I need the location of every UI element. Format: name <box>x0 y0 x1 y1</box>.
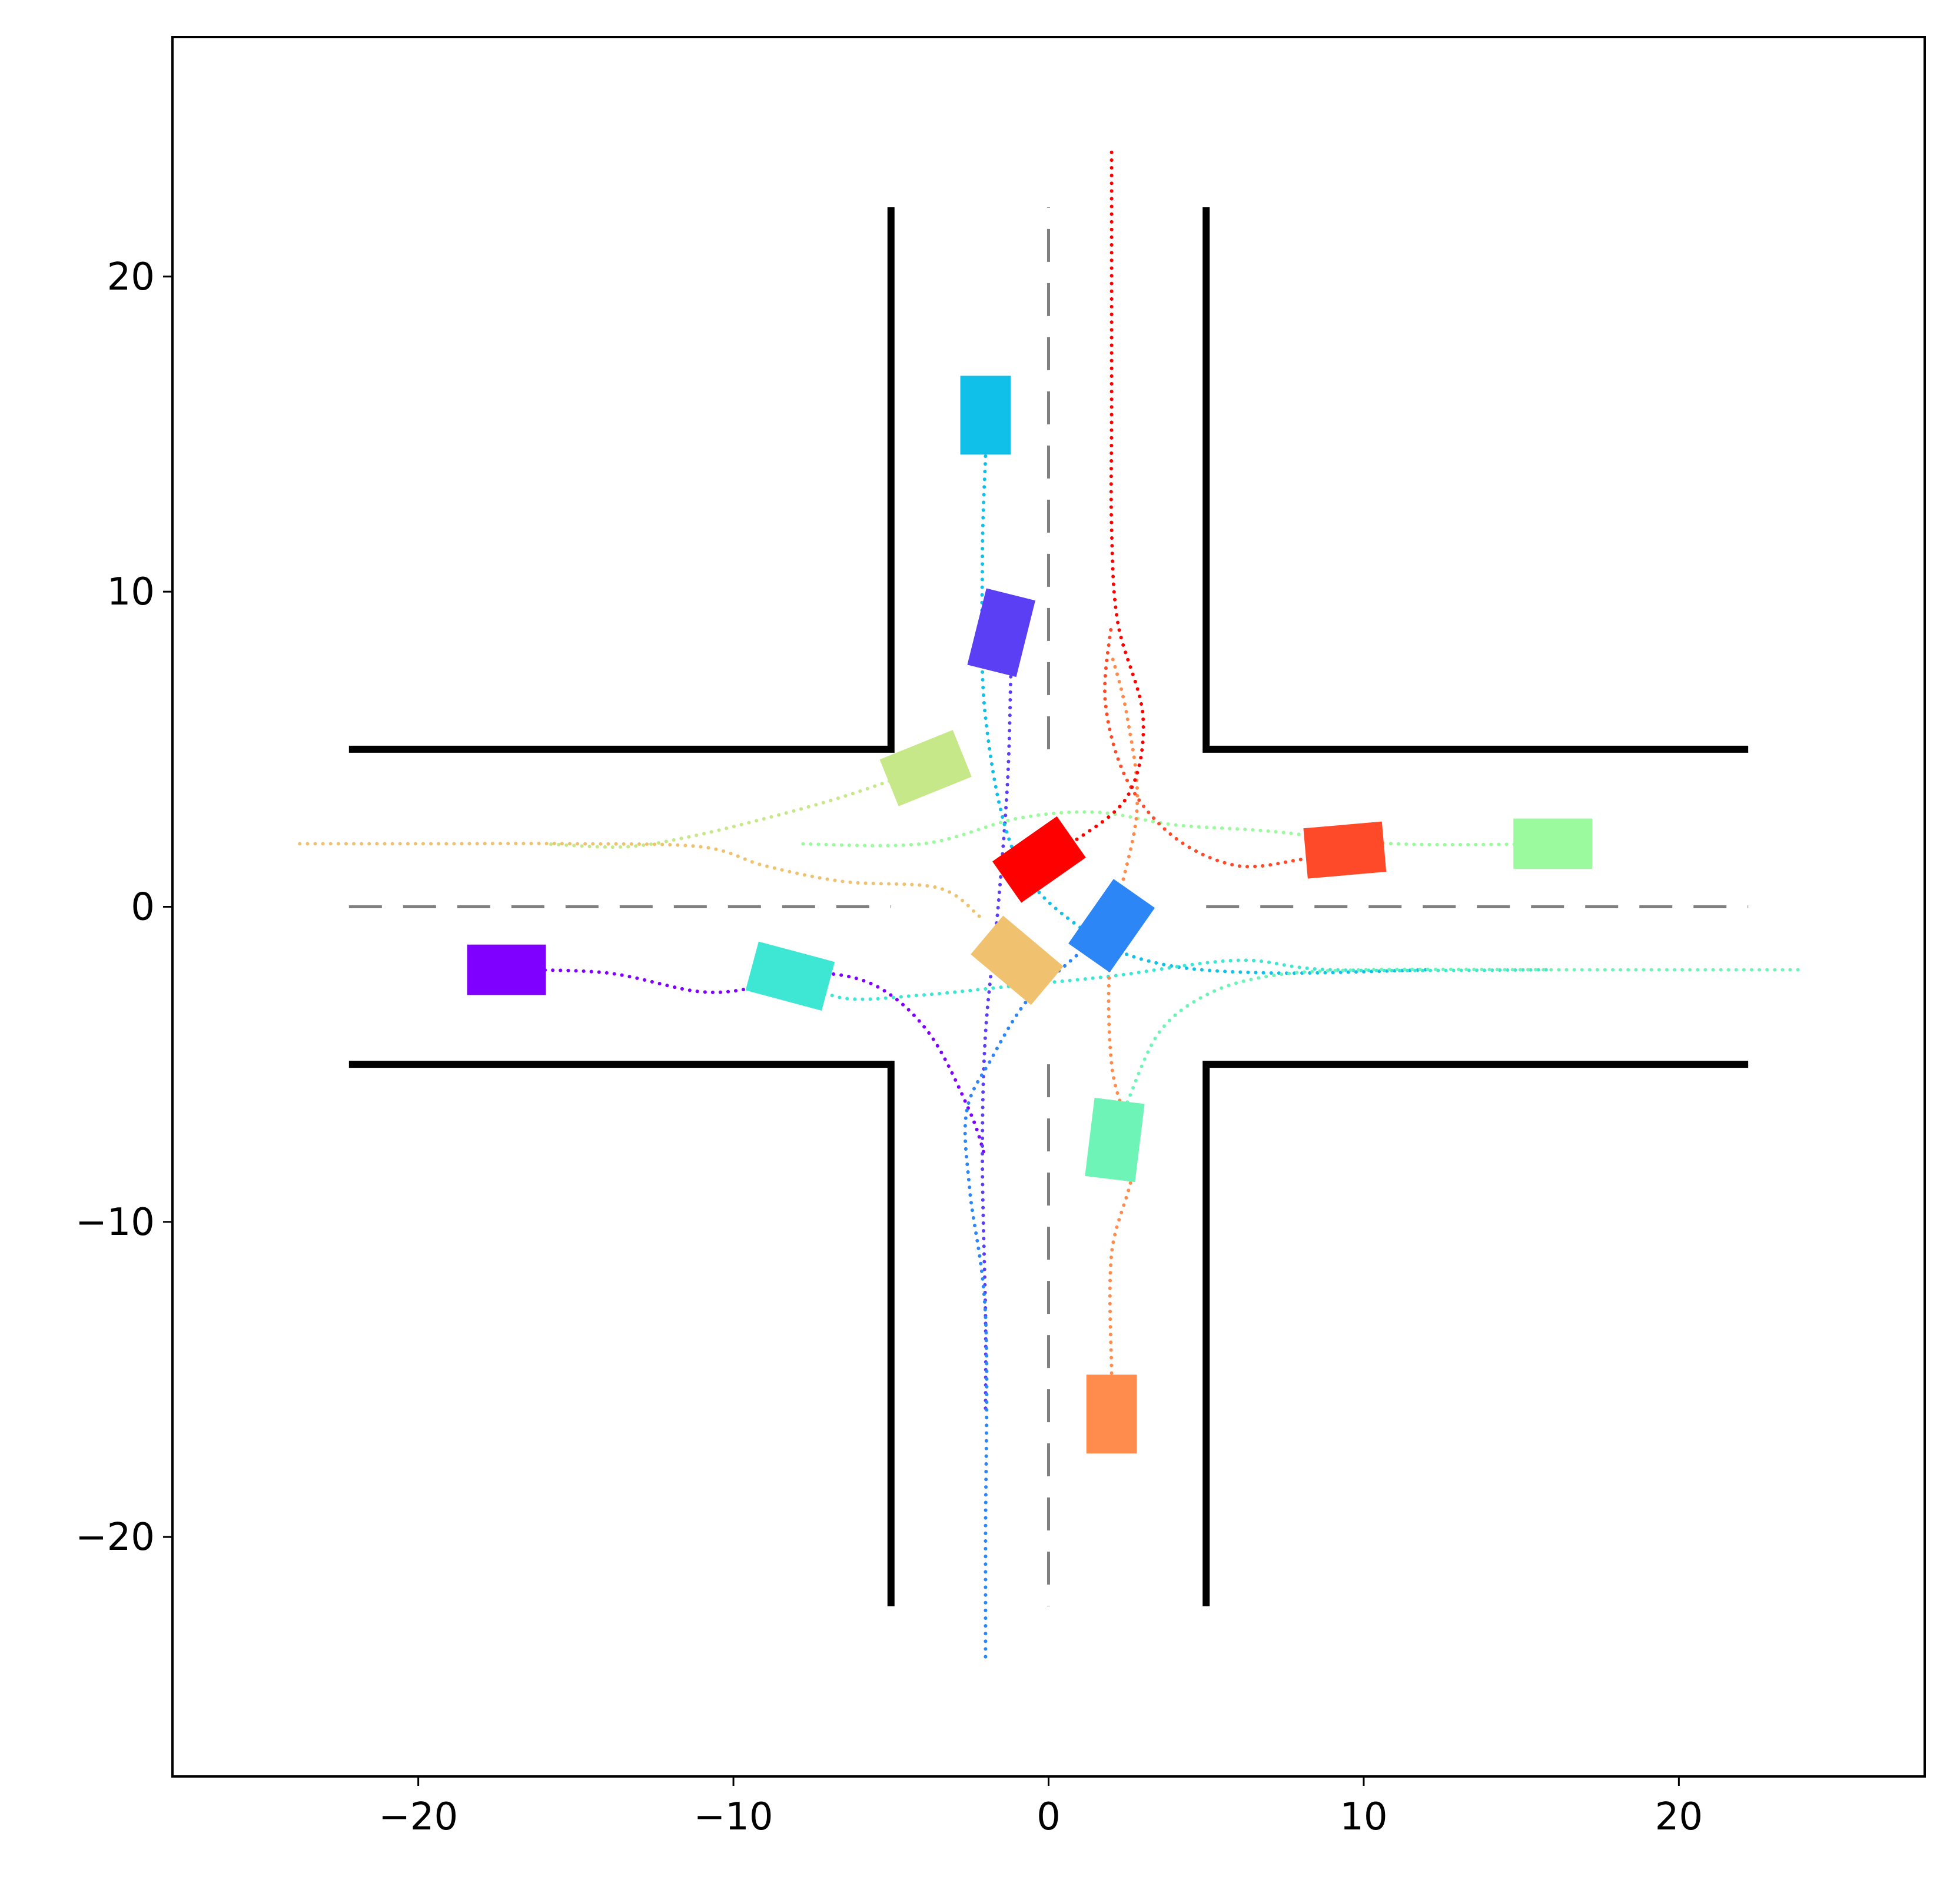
vehicle-6 <box>1085 1097 1145 1183</box>
y-tick-label: −20 <box>75 1516 155 1559</box>
road-edge-3 <box>348 1061 895 1606</box>
vehicle-4 <box>960 376 1011 455</box>
vehicle-2 <box>967 588 1035 678</box>
vehicle-3 <box>1068 879 1155 973</box>
vehicle-12 <box>992 816 1086 903</box>
vehicle-5 <box>745 941 835 1011</box>
trajectory-8 <box>542 766 928 849</box>
x-tick-label: −20 <box>378 1795 458 1839</box>
trajectory-9 <box>290 842 981 918</box>
x-tick-label: 20 <box>1655 1795 1703 1839</box>
y-tick-label: 10 <box>107 570 155 614</box>
y-tick-label: −10 <box>75 1201 155 1244</box>
trajectory-7 <box>795 810 1555 848</box>
vehicle-8 <box>879 730 972 806</box>
vehicle-10 <box>1086 1374 1137 1454</box>
road-edge-2 <box>1202 207 1749 753</box>
vehicle-7 <box>1513 818 1593 869</box>
road-geometry <box>348 207 1749 1606</box>
x-tick-label: 10 <box>1340 1795 1387 1839</box>
y-tick-label: 20 <box>107 255 155 299</box>
trajectory-3 <box>963 924 1114 1665</box>
vehicles <box>467 376 1593 1454</box>
x-tick-label: −10 <box>694 1795 773 1839</box>
vehicle-9 <box>971 915 1064 1005</box>
vehicle-11 <box>1303 821 1387 879</box>
road-edge-4 <box>1202 1061 1749 1606</box>
road-edge-1 <box>348 207 895 753</box>
x-tick-label: 0 <box>1037 1795 1061 1839</box>
trajectory-11 <box>1103 621 1303 869</box>
y-tick-label: 0 <box>131 886 155 929</box>
trajectory-5 <box>788 958 1555 1001</box>
trajectory-6 <box>1125 967 1807 1104</box>
trajectory-4 <box>980 454 1429 975</box>
axis-ticks: −20 −10 0 10 20 −20 −10 0 10 20 <box>75 255 1703 1839</box>
vehicle-trajectories <box>290 148 1807 1665</box>
vehicle-1 <box>467 944 546 995</box>
trajectory-12 <box>1068 148 1145 846</box>
trajectory-10 <box>1107 653 1140 1375</box>
